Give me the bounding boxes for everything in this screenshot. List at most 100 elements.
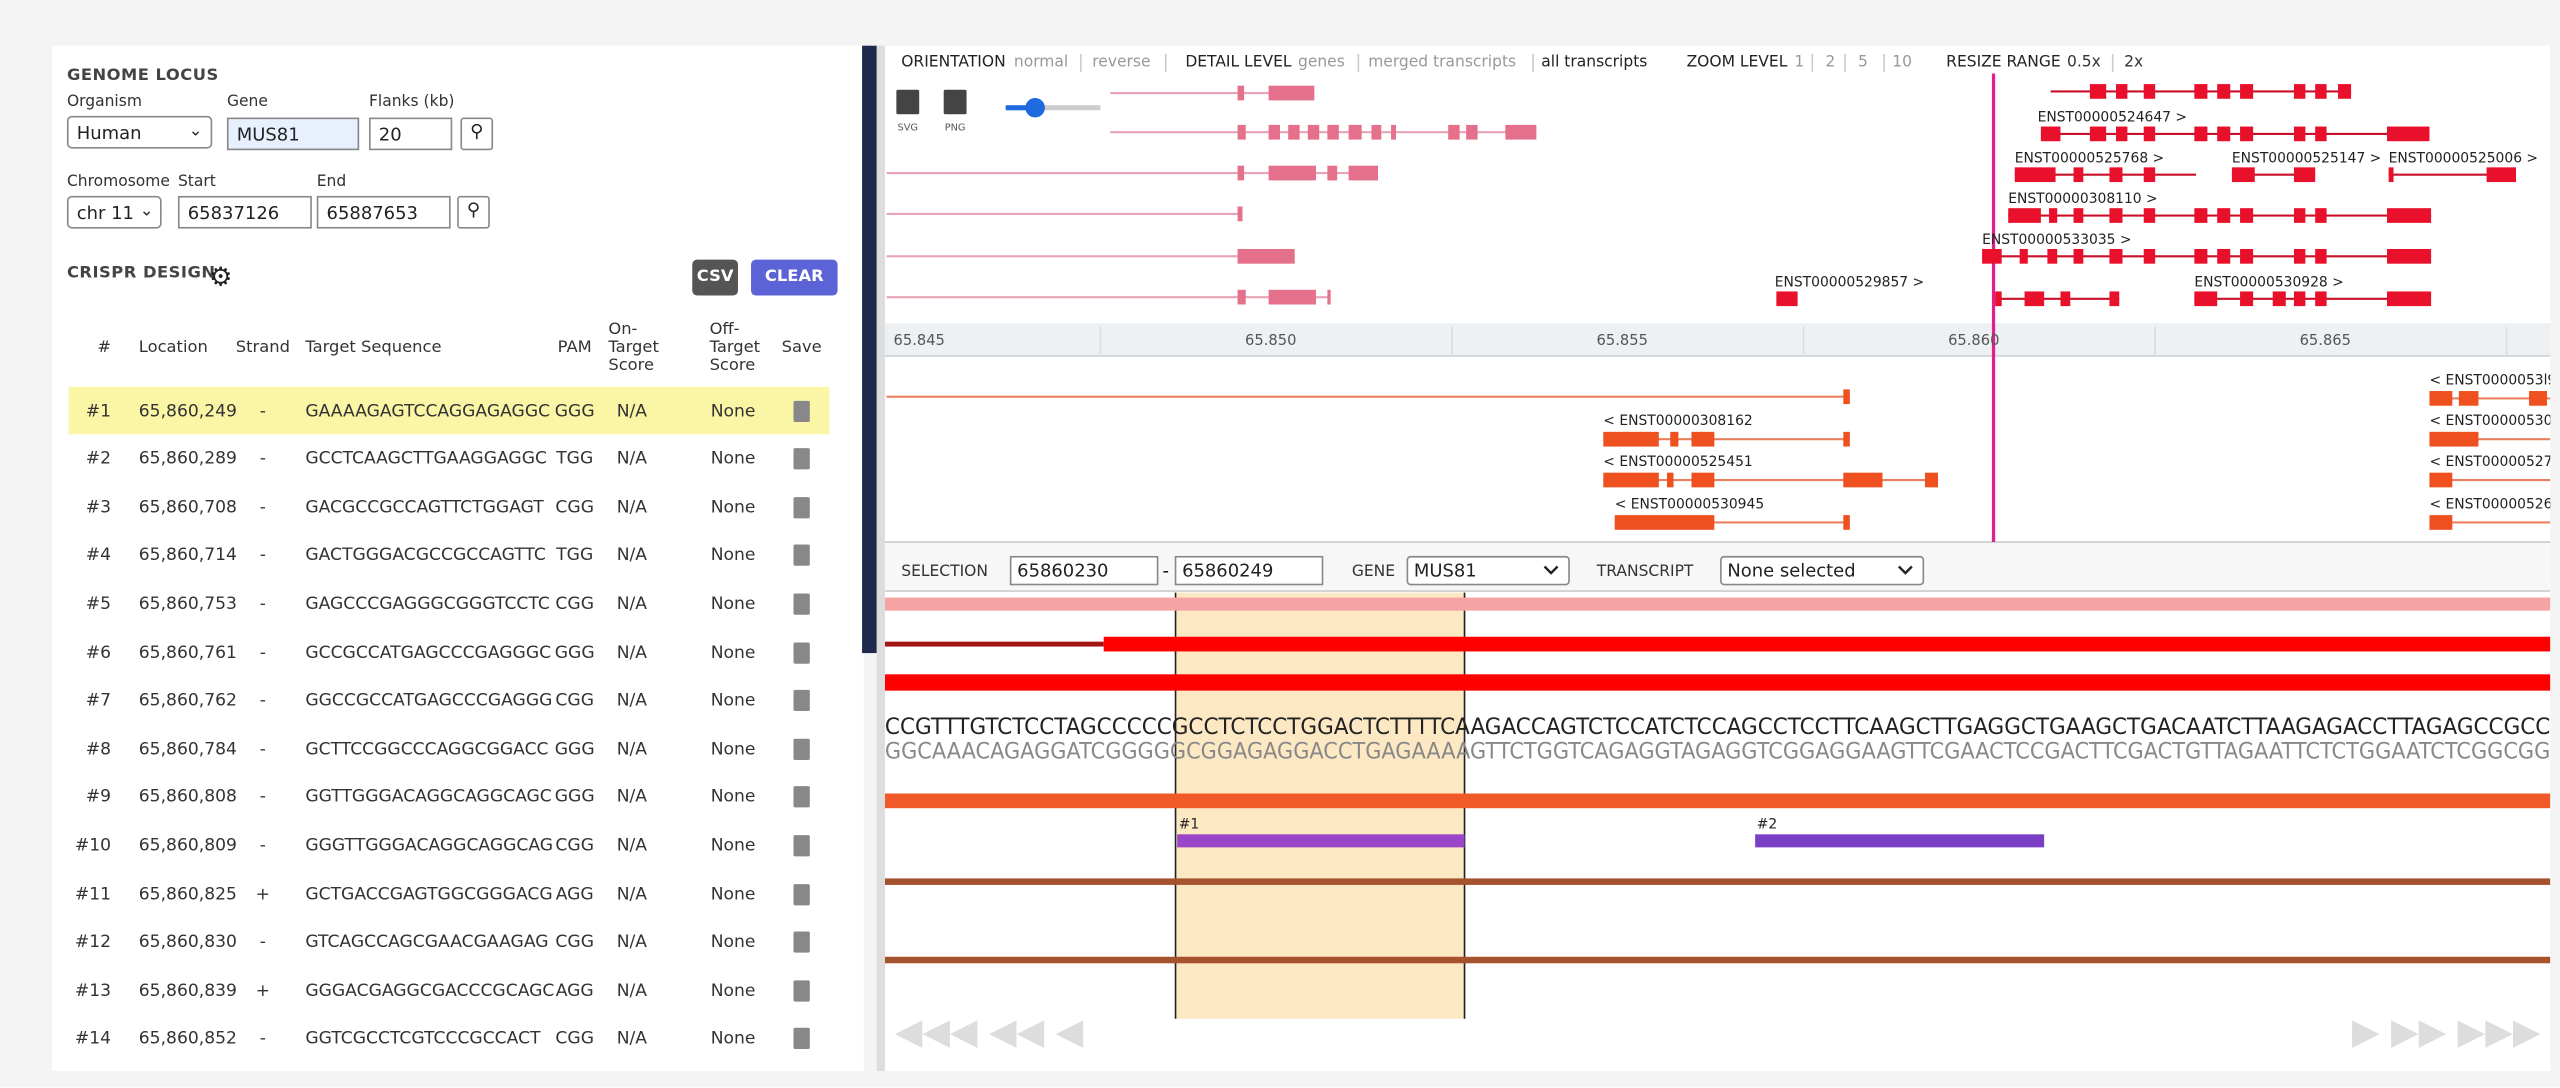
table-cell: AGG	[555, 884, 594, 904]
settings-icon[interactable]: ⚙	[208, 261, 233, 293]
exon	[1268, 124, 1281, 140]
table-cell: 65,860,809	[138, 835, 237, 856]
start-input[interactable]: 65837126	[177, 195, 312, 229]
svg-icon[interactable]	[896, 89, 920, 115]
axis-label: 65.855	[1597, 332, 1648, 349]
exon	[2073, 248, 2084, 264]
toolbar-item: all transcripts	[1541, 53, 1647, 71]
column-header: PAM	[557, 338, 592, 357]
exon	[1670, 431, 1679, 447]
scrollbar[interactable]	[862, 45, 877, 654]
exon	[2217, 84, 2231, 99]
transcript-track	[884, 956, 2551, 964]
exon	[2217, 126, 2231, 142]
divider	[876, 45, 885, 1072]
exon	[2272, 291, 2286, 307]
exon	[2143, 248, 2156, 264]
resize-option: 0.5x	[2067, 53, 2101, 71]
transcript-label: < ENST0000052721	[2429, 454, 2550, 470]
table-cell: GTCAGCCAGCGAACGAAGAG	[305, 932, 549, 953]
exon	[1327, 289, 1331, 305]
nav-arrows-right[interactable]: ▶ ▶▶ ▶▶▶	[2352, 1011, 2541, 1052]
transcript-label: ENST00000308110 >	[2008, 191, 2157, 207]
table-cell: -	[259, 545, 266, 566]
search-button[interactable]: ⚲	[457, 195, 490, 229]
exon	[2049, 208, 2058, 223]
exon	[2109, 167, 2123, 183]
exon	[2315, 126, 2327, 142]
exon	[2089, 84, 2107, 99]
exon	[2293, 84, 2306, 99]
exon	[2240, 84, 2254, 99]
transcript-label: < ENST00000308162	[1603, 413, 1752, 429]
chromosome-select[interactable]: chr 11 ⌄	[66, 195, 162, 229]
flanks-input[interactable]: 20	[368, 117, 453, 151]
guide-label: #2	[1757, 817, 1777, 833]
zoom-option: 5	[1858, 53, 1868, 71]
toolbar-item: ORIENTATION	[901, 53, 1005, 71]
axis-label: 65.845	[894, 332, 945, 349]
table-cell: 65,860,852	[138, 1029, 237, 1049]
table-cell: None	[710, 932, 756, 953]
toolbar-item: genes	[1298, 53, 1345, 71]
table-cell: N/A	[616, 497, 648, 518]
exon	[2089, 126, 2107, 142]
exon	[2194, 84, 2208, 99]
table-cell: GGG	[554, 787, 595, 808]
save-icon	[793, 593, 810, 615]
exon	[1666, 472, 1674, 488]
exon	[2429, 391, 2453, 406]
exon	[1268, 289, 1316, 305]
exon	[2143, 167, 2156, 183]
table-cell: None	[710, 642, 756, 663]
table-cell: #4	[85, 545, 112, 566]
slider-knob[interactable]	[1025, 97, 1045, 118]
exon	[2231, 167, 2255, 183]
exon	[1843, 515, 1850, 530]
table-cell: -	[259, 1029, 266, 1049]
save-icon	[793, 931, 810, 953]
exon	[2388, 167, 2394, 183]
table-cell: 65,860,808	[138, 787, 237, 808]
exon	[2387, 126, 2430, 142]
exon	[1691, 431, 1715, 447]
table-cell: AGG	[555, 980, 594, 1001]
exon	[2293, 248, 2306, 264]
genome-browser: ◀◀◀ ◀◀ ◀ ▶ ▶▶ ▶▶▶ ORIENTATION normal rever…	[884, 45, 2551, 1072]
gene-select-text: MUS81	[1414, 560, 1477, 581]
png-icon[interactable]	[943, 89, 967, 115]
transcript-label: < ENST0000053l9	[2429, 372, 2550, 388]
csv-button[interactable]: CSV	[692, 259, 738, 296]
exon	[2143, 84, 2156, 99]
exon	[1603, 472, 1659, 488]
column-header: Target Sequence	[305, 338, 442, 357]
exon	[2040, 126, 2061, 142]
selected-row	[68, 386, 830, 435]
table-cell: -	[259, 400, 266, 421]
save-icon	[793, 786, 810, 808]
table-cell: GGG	[554, 400, 595, 421]
exon	[1237, 124, 1246, 140]
search-button[interactable]: ⚲	[460, 117, 494, 151]
organism-select[interactable]: Human ⌄	[66, 115, 213, 149]
transcript-label: < ENST00000525451	[1603, 454, 1752, 470]
end-input[interactable]: 65887653	[316, 195, 451, 229]
clear-button[interactable]: CLEAR	[751, 259, 838, 296]
exon	[2315, 248, 2327, 264]
table-cell: N/A	[616, 835, 648, 856]
transcript-label: TRANSCRIPT	[1596, 562, 1694, 580]
save-icon	[793, 738, 810, 760]
table-cell: N/A	[616, 690, 648, 711]
save-icon	[793, 496, 810, 518]
gene-input[interactable]: MUS81	[226, 117, 360, 151]
icon-label: PNG	[945, 122, 966, 133]
exon	[1448, 124, 1460, 140]
nav-arrows-left[interactable]: ◀◀◀ ◀◀ ◀	[895, 1011, 1084, 1052]
organism-value: Human	[76, 122, 142, 144]
exon	[1237, 248, 1295, 264]
exon	[1327, 124, 1339, 140]
table-cell: CGG	[555, 594, 594, 614]
table-cell: CGG	[555, 497, 594, 518]
exon	[2109, 208, 2123, 223]
